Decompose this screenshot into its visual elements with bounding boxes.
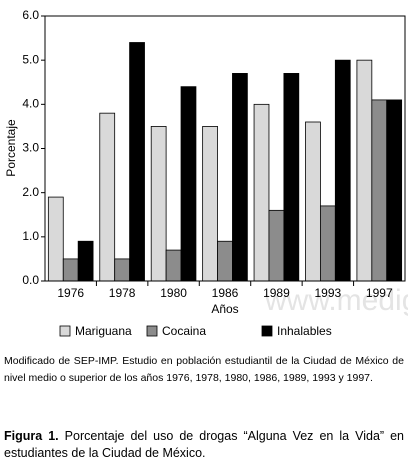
- plot-frame: [44, 15, 406, 282]
- bar: [150, 126, 167, 282]
- legend-label: Mariguana: [75, 324, 132, 338]
- bar: [305, 121, 321, 282]
- y-axis-title: Porcentaje: [4, 119, 18, 177]
- bar: [165, 249, 182, 282]
- legend-swatch: [261, 325, 273, 337]
- figure-caption: Figura 1. Porcentaje del uso de drogas “…: [4, 428, 404, 462]
- x-tick-label: 1978: [109, 286, 136, 300]
- bar: [180, 86, 197, 282]
- y-tick-label: 2.0: [22, 185, 39, 199]
- x-tick-label: 1976: [57, 286, 84, 300]
- bar: [129, 42, 145, 282]
- y-tick-label: 0.0: [22, 273, 39, 287]
- bar: [283, 73, 300, 282]
- bar: [371, 99, 388, 282]
- chart: www.medig Porcentaje Años 0.0 1.0 2.0 3.0 4.…: [4, 8, 408, 338]
- bar: [99, 112, 116, 282]
- y-tick-label: 3.0: [22, 141, 39, 155]
- x-tick-label: 1980: [160, 286, 187, 300]
- x-axis-title: Años: [211, 302, 238, 316]
- bar: [356, 59, 373, 282]
- y-tick-label: 4.0: [22, 97, 39, 111]
- bar: [77, 240, 94, 282]
- caption-label: Figura 1.: [4, 429, 59, 443]
- legend-swatch: [59, 325, 71, 337]
- bar: [232, 73, 248, 282]
- x-tick-label: 1993: [315, 286, 342, 300]
- x-tick-label: 1986: [212, 286, 239, 300]
- legend-label: Cocaina: [162, 324, 206, 338]
- bar: [114, 258, 131, 282]
- bar: [268, 209, 285, 282]
- legend-swatch: [146, 325, 158, 337]
- bar: [202, 126, 218, 282]
- x-tick-label: 1997: [366, 286, 393, 300]
- bar: [253, 103, 270, 282]
- y-tick-label: 6.0: [22, 8, 39, 22]
- y-tick-label: 1.0: [22, 229, 39, 243]
- bar: [217, 240, 233, 282]
- bar: [62, 258, 79, 282]
- watermark: www.medig: [264, 284, 408, 317]
- y-tick-label: 5.0: [22, 52, 39, 66]
- bar: [47, 196, 64, 282]
- bar: [319, 205, 336, 282]
- caption-text: Porcentaje del uso de drogas “Alguna Vez…: [4, 429, 405, 460]
- bar: [386, 99, 403, 282]
- legend-label: Inhalables: [277, 324, 332, 338]
- source-note: Modificado de SEP-IMP. Estudio en poblac…: [4, 355, 404, 384]
- x-tick-label: 1989: [263, 286, 290, 300]
- bar: [334, 59, 351, 282]
